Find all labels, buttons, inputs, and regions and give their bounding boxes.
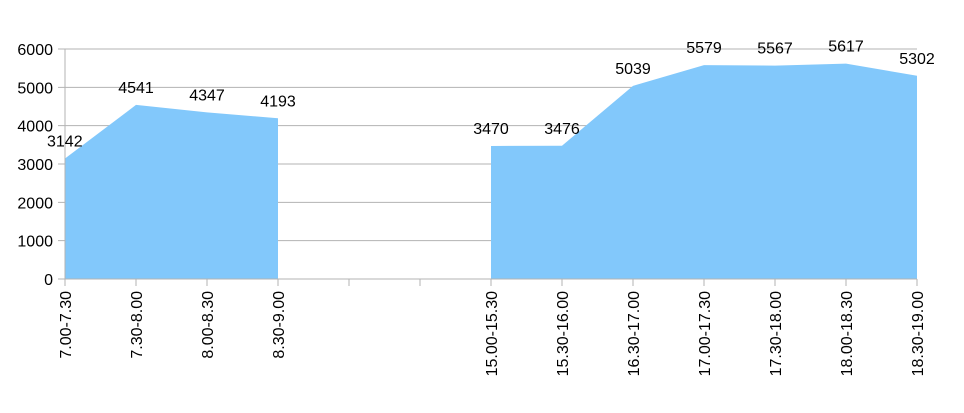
data-label: 5567 (757, 41, 793, 58)
data-label: 3476 (544, 121, 580, 138)
axes (64, 49, 918, 286)
y-tick-label: 0 (44, 272, 53, 289)
x-tick-label: 8.00-8.30 (200, 291, 217, 359)
x-tick-label: 16.30-17.00 (626, 291, 643, 377)
x-tick-label: 17.30-18.00 (768, 291, 785, 377)
y-tick-label: 3000 (17, 157, 53, 174)
data-labels: 3142 4541 4347 4193 3470 3476 5039 5579 5567 5617… (47, 39, 935, 151)
x-tick-label: 18.30-19.00 (910, 291, 927, 377)
data-label: 4193 (260, 93, 296, 110)
y-tick-label: 5000 (17, 80, 53, 97)
x-tick-label: 18.00-18.30 (839, 291, 856, 377)
x-tick-label: 8.30-9.00 (271, 291, 288, 359)
y-tick-labels: 0 1000 2000 3000 4000 5000 6000 (17, 42, 53, 289)
data-label: 4541 (118, 80, 154, 97)
data-label: 5617 (828, 39, 864, 56)
data-label: 5302 (899, 51, 935, 68)
x-tick-label: 15.30-16.00 (555, 291, 572, 377)
y-tick-label: 6000 (17, 42, 53, 59)
data-label: 3470 (473, 121, 509, 138)
area-segment (65, 104, 278, 279)
x-tick-label: 7.30-8.00 (129, 291, 146, 359)
y-tick-label: 4000 (17, 119, 53, 136)
data-label: 4347 (189, 87, 225, 104)
x-tick-labels: 7.00-7.30 7.30-8.00 8.00-8.30 8.30-9.00 15.0… (58, 291, 927, 377)
series-areas (65, 63, 917, 279)
x-tick-label: 7.00-7.30 (58, 291, 75, 359)
x-tick-label: 15.00-15.30 (484, 291, 501, 377)
data-label: 3142 (47, 134, 83, 151)
area-segment (491, 63, 917, 279)
data-label: 5039 (615, 61, 651, 78)
data-label: 5579 (686, 40, 722, 57)
y-tick-label: 2000 (17, 195, 53, 212)
y-tick-label: 1000 (17, 234, 53, 251)
x-tick-label: 17.00-17.30 (697, 291, 714, 377)
